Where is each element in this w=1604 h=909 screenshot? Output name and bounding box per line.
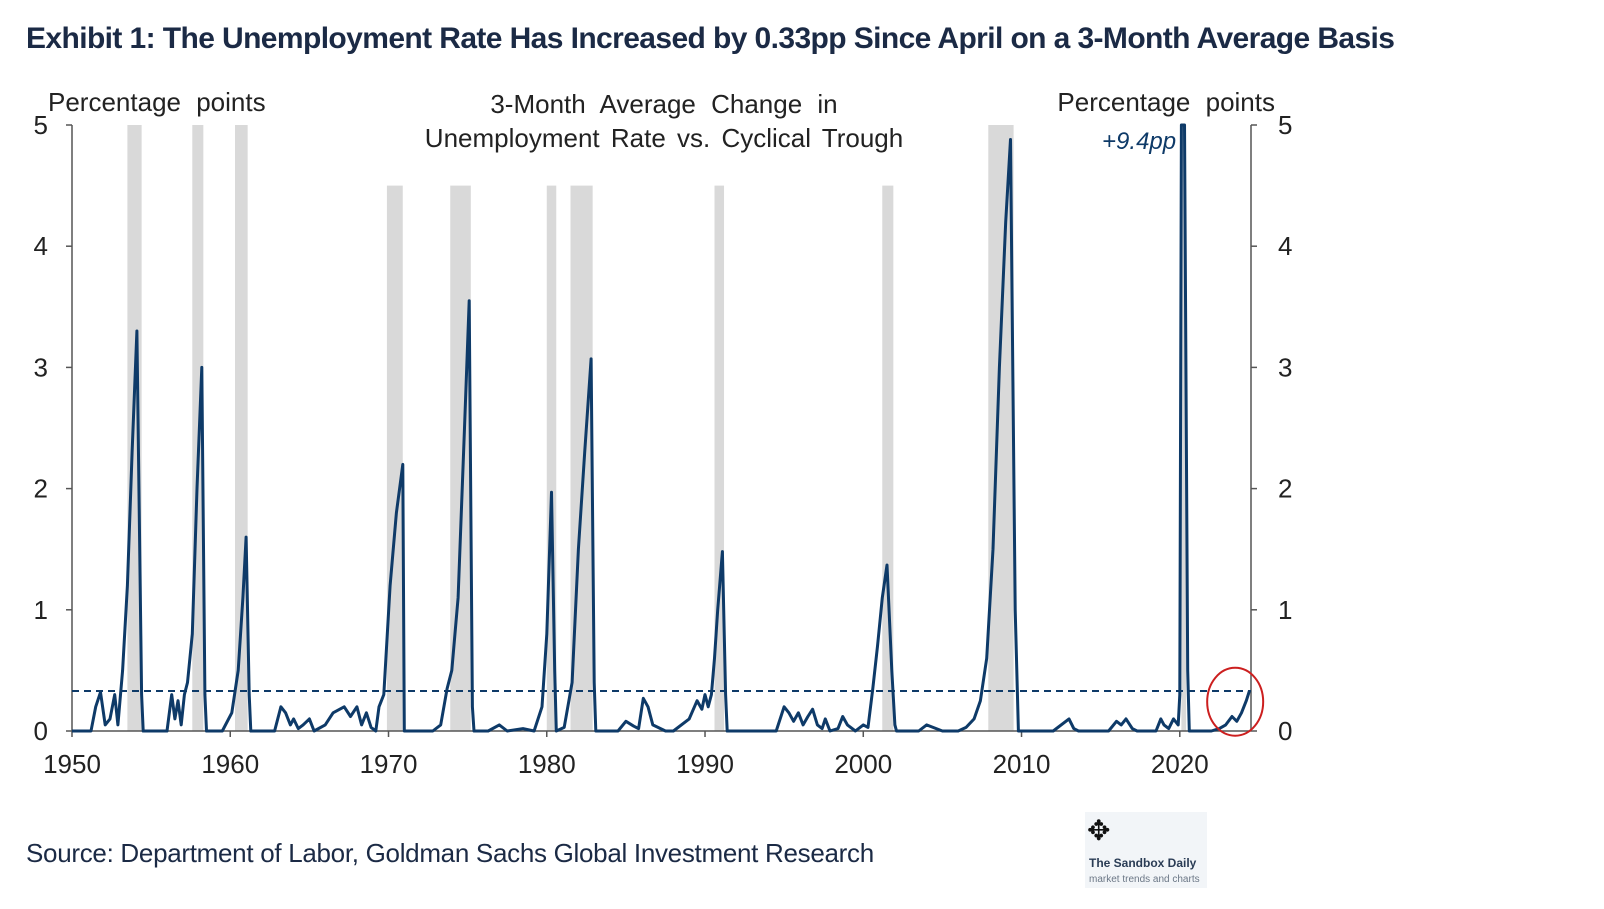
move-arrows-icon: ✥ — [1087, 815, 1111, 846]
x-tick-label: 1980 — [518, 749, 576, 779]
y-tick-label-right: 2 — [1278, 474, 1292, 504]
highlight-circle — [1206, 666, 1265, 737]
source-note: Source: Department of Labor, Goldman Sac… — [26, 838, 874, 868]
recession-bar-4 — [450, 185, 471, 732]
y-tick-label-left: 0 — [34, 716, 48, 746]
y-tick-label-left: 2 — [34, 474, 48, 504]
y-tick-label-left: 5 — [34, 110, 48, 140]
x-tick-label: 2020 — [1151, 749, 1209, 779]
y-tick-label-right: 5 — [1278, 110, 1292, 140]
y-tick-label-left: 1 — [34, 595, 48, 625]
y-tick-label-right: 0 — [1278, 716, 1292, 746]
x-tick-label: 1990 — [676, 749, 734, 779]
recession-bar-9 — [988, 125, 1014, 731]
chart-subtitle-line-2: Unemployment Rate vs. Cyclical Trough — [425, 123, 903, 153]
y-axis-label-left: Percentage points — [48, 87, 266, 117]
y-axis-label-right: Percentage points — [1057, 87, 1275, 117]
sandbox-daily-logo: ✥ The Sandbox Daily market trends and ch… — [1085, 812, 1207, 888]
recession-bar-10 — [1181, 125, 1187, 731]
x-tick-label: 2000 — [834, 749, 892, 779]
x-tick-label: 1960 — [201, 749, 259, 779]
x-tick-label: 2010 — [993, 749, 1051, 779]
y-tick-label-right: 3 — [1278, 352, 1292, 382]
recession-bar-1 — [192, 125, 204, 731]
logo-name: The Sandbox Daily — [1089, 856, 1197, 870]
recession-shading — [127, 125, 1187, 732]
y-tick-label-left: 4 — [34, 231, 48, 261]
y-tick-label-right: 4 — [1278, 231, 1292, 261]
ticks: 0 0 1 1 2 2 3 3 4 4 5 5 1950 1960 1970 1980 1990 2000 2010… — [34, 110, 1293, 779]
recession-bar-7 — [714, 185, 725, 732]
chart-subtitle-line-1: 3-Month Average Change in — [490, 89, 837, 119]
recession-bar-5 — [546, 185, 557, 732]
logo-tagline: market trends and charts — [1089, 874, 1200, 885]
x-tick-label: 1950 — [43, 749, 101, 779]
y-tick-label-left: 3 — [34, 352, 48, 382]
chart-title: Exhibit 1: The Unemployment Rate Has Inc… — [26, 22, 1395, 55]
peak-annotation: +9.4pp — [1102, 128, 1176, 155]
x-tick-label: 1970 — [360, 749, 418, 779]
recession-bar-3 — [386, 185, 403, 732]
recession-bar-8 — [882, 185, 894, 732]
series-line — [72, 123, 1251, 733]
y-tick-label-right: 1 — [1278, 595, 1292, 625]
